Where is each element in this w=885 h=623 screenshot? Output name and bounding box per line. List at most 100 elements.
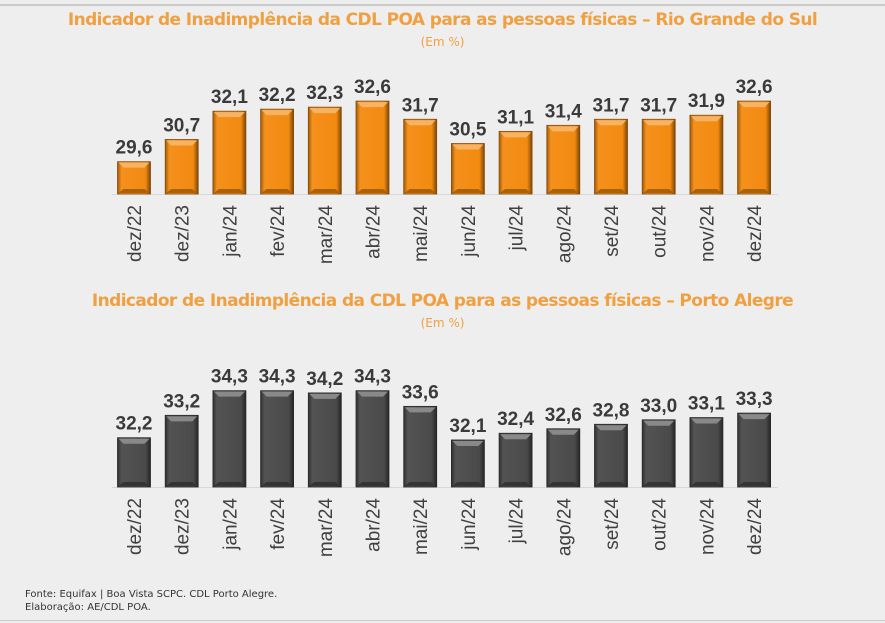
bar	[164, 414, 199, 488]
data-label: 32,4	[497, 409, 534, 430]
bar	[737, 100, 771, 195]
bar-group	[260, 390, 295, 488]
chart-porto-alegre: 32,2 dez/22 33,2 dez/23 34,3 jan/24 34,3 fev/24…	[112, 367, 778, 557]
bar-group	[403, 405, 438, 488]
category-label: nov/24	[697, 498, 718, 555]
bar-bevel-bottom	[547, 189, 579, 193]
bar	[498, 432, 533, 488]
bar	[689, 417, 724, 488]
data-label: 32,3	[306, 83, 343, 104]
bar-group	[594, 423, 628, 488]
bar-group	[498, 130, 533, 195]
bar	[260, 390, 295, 488]
data-label: 34,2	[306, 369, 343, 390]
data-label: 31,7	[640, 95, 677, 116]
data-label: 31,4	[545, 101, 582, 122]
bar-bevel-top	[690, 418, 722, 424]
bar-group	[164, 139, 199, 195]
data-label: 32,8	[593, 400, 630, 421]
bar	[689, 114, 724, 195]
bar-group	[594, 118, 628, 195]
bar-bevel-bottom	[452, 482, 484, 486]
bar-bevel-top	[595, 425, 627, 431]
bar	[403, 405, 438, 488]
bar-bevel-bottom	[213, 482, 245, 486]
bar-bevel-top	[404, 120, 436, 126]
category-label: dez/23	[173, 498, 194, 555]
bar-bevel-top	[309, 393, 341, 399]
data-label: 33,3	[736, 389, 773, 410]
category-label: mai/24	[411, 498, 432, 555]
chart-subtitle-rs: (Em %)	[420, 35, 465, 49]
bar-bevel-bottom	[309, 482, 341, 486]
bar	[355, 100, 390, 195]
bar-bevel-top	[547, 126, 579, 132]
bar-bevel-top	[261, 391, 293, 397]
bar-bevel-bottom	[404, 189, 436, 193]
bar	[164, 139, 199, 195]
bar-group	[355, 390, 390, 488]
data-label: 31,1	[497, 107, 534, 128]
bar	[737, 412, 771, 488]
bar-group	[498, 432, 533, 488]
bar-bevel-bottom	[643, 189, 675, 193]
bar-bevel-bottom	[643, 482, 675, 486]
bar-bevel-bottom	[357, 482, 388, 486]
bar-group	[355, 100, 390, 195]
category-label: jan/24	[220, 205, 241, 258]
bar	[117, 437, 151, 488]
bar	[355, 390, 390, 488]
bar	[450, 439, 485, 488]
bar-group	[117, 437, 151, 488]
bar-group	[641, 118, 676, 195]
bar-bevel-top	[118, 162, 150, 168]
chart-title-rs: Indicador de Inadimplência da CDL POA pa…	[67, 10, 818, 30]
data-label: 31,7	[593, 95, 630, 116]
category-label: dez/24	[745, 498, 766, 555]
data-label: 31,9	[688, 91, 725, 112]
bar-group	[689, 417, 724, 488]
category-label: jan/24	[220, 498, 241, 551]
data-label: 30,5	[449, 120, 486, 141]
category-label: jul/24	[507, 498, 528, 545]
bar-bevel-bottom	[118, 189, 150, 193]
bar-bevel-bottom	[690, 189, 722, 193]
data-label: 32,1	[449, 416, 486, 437]
category-label: out/24	[650, 205, 671, 258]
bar-group	[546, 124, 581, 195]
bar-bevel-bottom	[690, 482, 722, 486]
bar	[450, 143, 485, 195]
bar	[641, 118, 676, 195]
bar-group	[164, 414, 199, 488]
category-label: ago/24	[554, 498, 575, 557]
bar-bevel-top	[213, 112, 245, 118]
bar-bevel-bottom	[738, 482, 770, 486]
bar	[307, 106, 342, 195]
bar-group	[737, 100, 771, 195]
category-label: nov/24	[697, 205, 718, 262]
bar-bevel-top	[738, 414, 770, 420]
bar-bevel-top	[500, 132, 532, 138]
bar-group	[546, 428, 581, 488]
category-label: fev/24	[268, 498, 289, 550]
data-label: 34,3	[211, 367, 248, 388]
bar-bevel-top	[452, 144, 484, 150]
bar	[546, 124, 581, 195]
data-label: 31,7	[402, 95, 439, 116]
bar-bevel-top	[690, 116, 722, 122]
bar	[403, 118, 438, 195]
bar-group	[450, 143, 485, 195]
data-label: 32,2	[259, 85, 296, 106]
bar	[594, 118, 628, 195]
bar	[641, 419, 676, 488]
bar-bevel-bottom	[595, 189, 627, 193]
category-label: mar/24	[316, 205, 337, 265]
category-label: ago/24	[554, 205, 575, 264]
bar-bevel-top	[118, 438, 150, 444]
bar-bevel-top	[309, 108, 341, 114]
bar	[212, 110, 247, 195]
bar-bevel-bottom	[261, 482, 293, 486]
data-label: 33,2	[163, 391, 200, 412]
bar-group	[307, 106, 342, 195]
category-label: abr/24	[364, 498, 385, 552]
